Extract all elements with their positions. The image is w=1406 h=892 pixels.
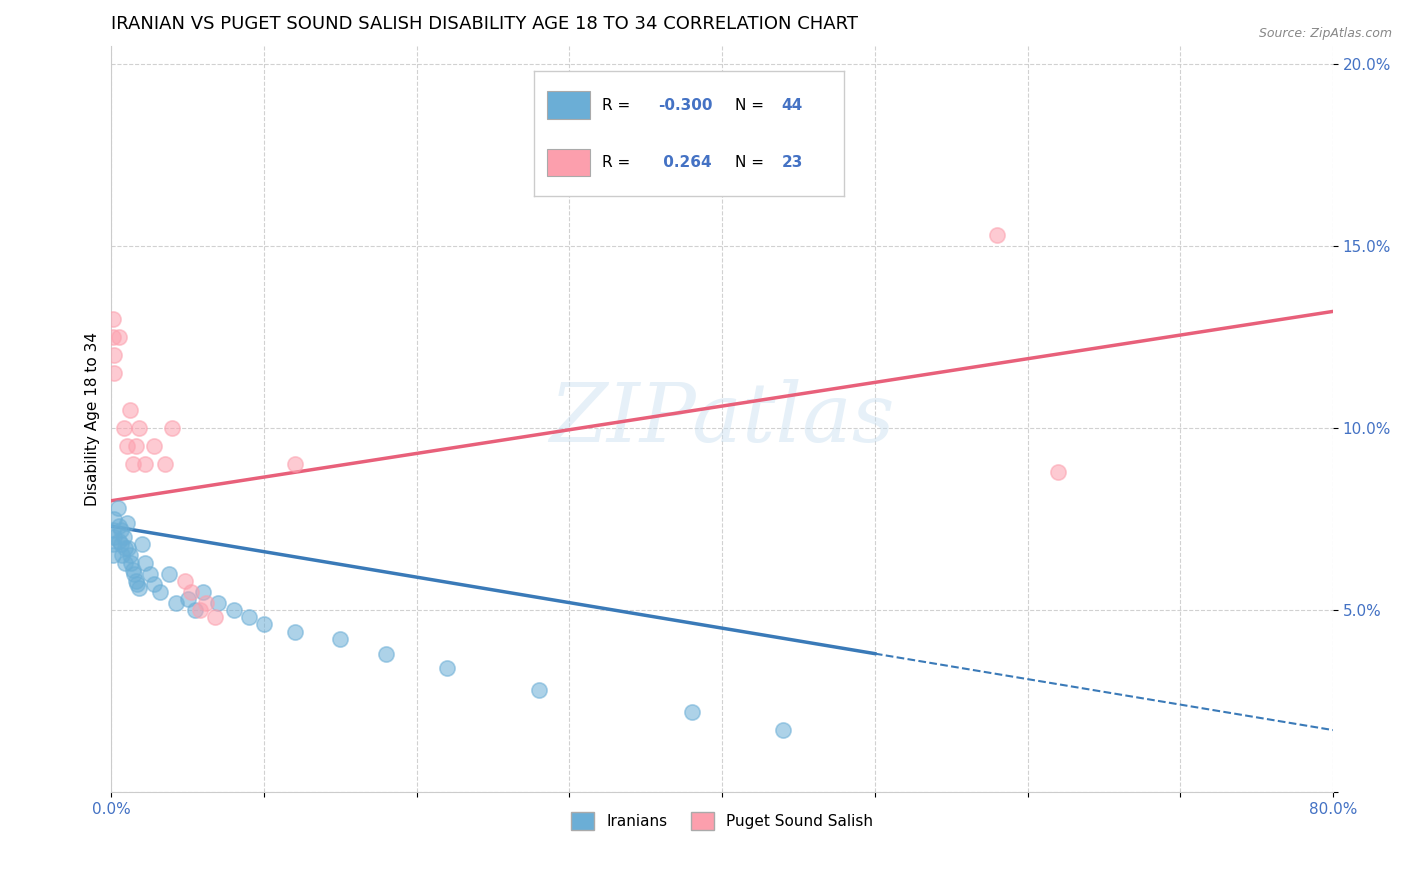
Point xyxy=(772,723,794,737)
Point xyxy=(195,596,218,610)
Text: Source: ZipAtlas.com: Source: ZipAtlas.com xyxy=(1258,27,1392,40)
Point xyxy=(110,537,132,551)
Text: 44: 44 xyxy=(782,97,803,112)
Point xyxy=(128,421,150,435)
Point xyxy=(128,581,150,595)
Point xyxy=(173,574,195,588)
Point xyxy=(110,523,132,537)
Point xyxy=(121,458,143,472)
Point xyxy=(681,705,703,719)
Point xyxy=(120,556,142,570)
Point xyxy=(222,603,245,617)
Point xyxy=(436,661,458,675)
Text: N =: N = xyxy=(735,97,765,112)
Point xyxy=(101,537,124,551)
Point xyxy=(253,617,276,632)
Text: ZIPatlas: ZIPatlas xyxy=(550,379,894,458)
Point xyxy=(101,523,124,537)
Point xyxy=(284,458,307,472)
Point xyxy=(115,439,138,453)
Point xyxy=(177,592,200,607)
Point xyxy=(191,584,214,599)
Point xyxy=(103,348,125,362)
Point xyxy=(117,541,139,555)
Point xyxy=(204,610,226,624)
Point xyxy=(180,584,202,599)
Point xyxy=(108,533,131,548)
Point xyxy=(125,439,148,453)
Point xyxy=(108,330,131,344)
Point xyxy=(101,311,124,326)
Text: R =: R = xyxy=(602,97,630,112)
Point xyxy=(103,367,125,381)
Point xyxy=(1047,465,1070,479)
Point xyxy=(138,566,160,581)
Point xyxy=(112,421,135,435)
Point xyxy=(986,227,1008,242)
FancyBboxPatch shape xyxy=(547,149,591,177)
Point xyxy=(107,501,129,516)
Point xyxy=(118,549,141,563)
Point xyxy=(114,541,136,555)
Point xyxy=(125,574,148,588)
Legend: Iranians, Puget Sound Salish: Iranians, Puget Sound Salish xyxy=(565,805,879,837)
Point xyxy=(115,516,138,530)
Point xyxy=(112,530,135,544)
Point xyxy=(188,603,211,617)
Point xyxy=(284,624,307,639)
Point xyxy=(111,549,134,563)
Point xyxy=(165,596,187,610)
FancyBboxPatch shape xyxy=(547,91,591,119)
Point xyxy=(153,458,176,472)
Text: 0.264: 0.264 xyxy=(658,155,711,170)
Text: 23: 23 xyxy=(782,155,803,170)
Point xyxy=(375,647,398,661)
Point xyxy=(134,556,156,570)
Point xyxy=(121,563,143,577)
Point xyxy=(143,439,166,453)
Point xyxy=(207,596,229,610)
Point xyxy=(127,577,149,591)
Point xyxy=(101,549,124,563)
Point xyxy=(527,683,550,698)
Point xyxy=(108,519,131,533)
Point xyxy=(131,537,153,551)
Point xyxy=(149,584,172,599)
Point xyxy=(118,402,141,417)
Text: -0.300: -0.300 xyxy=(658,97,713,112)
Text: IRANIAN VS PUGET SOUND SALISH DISABILITY AGE 18 TO 34 CORRELATION CHART: IRANIAN VS PUGET SOUND SALISH DISABILITY… xyxy=(111,15,859,33)
Point xyxy=(143,577,166,591)
Point xyxy=(124,566,146,581)
Text: N =: N = xyxy=(735,155,765,170)
Point xyxy=(101,330,124,344)
Point xyxy=(114,556,136,570)
Point xyxy=(329,632,352,646)
Point xyxy=(159,566,181,581)
Point xyxy=(162,421,184,435)
Point xyxy=(103,530,125,544)
Point xyxy=(134,458,156,472)
Point xyxy=(103,512,125,526)
Y-axis label: Disability Age 18 to 34: Disability Age 18 to 34 xyxy=(86,332,100,506)
Text: R =: R = xyxy=(602,155,630,170)
Point xyxy=(238,610,260,624)
Point xyxy=(184,603,207,617)
